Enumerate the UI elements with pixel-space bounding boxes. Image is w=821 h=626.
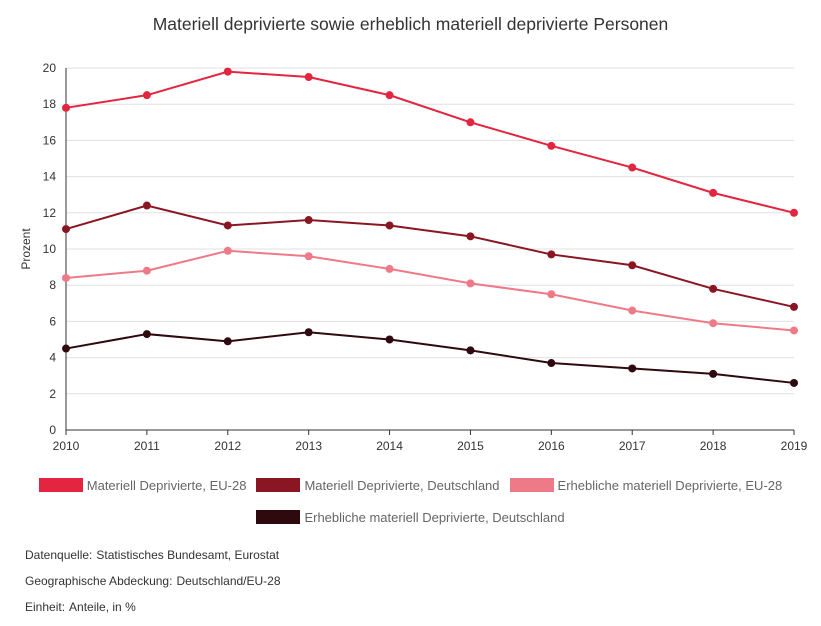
y-tick-label: 6 <box>49 314 56 328</box>
data-point <box>223 246 232 255</box>
line-chart: 0 2 4 6 8 10 12 14 16 18 20 2010 2011 2012 2013 2014 201… <box>19 61 808 453</box>
data-point <box>709 369 718 378</box>
data-point <box>547 290 556 299</box>
footer-notes: Datenquelle: Statistisches Bundesamt, Eur… <box>25 548 281 626</box>
legend-swatch <box>256 478 301 492</box>
legend-swatch <box>38 478 83 492</box>
y-axis-title: Prozent <box>19 228 33 270</box>
x-tick-label: 2018 <box>700 439 727 453</box>
legend-label: Materiell Deprivierte, EU-28 <box>86 477 247 493</box>
data-point <box>385 91 394 100</box>
data-point <box>709 319 718 328</box>
source-note: Datenquelle: Statistisches Bundesamt, Eur… <box>25 548 281 574</box>
source-label: Datenquelle: <box>25 548 93 562</box>
legend-label: Erhebliche materiell Deprivierte, Deutsc… <box>304 509 565 525</box>
legend-label: Materiell Deprivierte, Deutschland <box>304 477 500 493</box>
data-point <box>142 91 151 100</box>
legend-item-eu28-deprived[interactable]: Materiell Deprivierte, EU-28 <box>38 477 247 493</box>
y-tick-label: 18 <box>43 97 57 111</box>
series-line-1 <box>65 204 795 308</box>
y-tick-label: 0 <box>49 423 56 437</box>
legend-item-de-severe[interactable]: Erhebliche materiell Deprivierte, Deutsc… <box>256 509 565 525</box>
data-point <box>709 188 718 197</box>
unit-value: Anteile, in % <box>69 600 136 614</box>
data-point <box>304 252 313 261</box>
y-tick-label: 8 <box>49 278 56 292</box>
data-point <box>385 264 394 273</box>
data-point <box>142 266 151 275</box>
data-point <box>142 330 151 339</box>
data-point <box>466 279 475 288</box>
x-tick-label: 2019 <box>781 439 808 453</box>
legend-item-eu28-severe[interactable]: Erhebliche materiell Deprivierte, EU-28 <box>509 477 783 493</box>
data-point <box>466 232 475 241</box>
legend-item-de-deprived[interactable]: Materiell Deprivierte, Deutschland <box>256 477 500 493</box>
data-point <box>628 306 637 315</box>
data-point <box>790 208 798 217</box>
y-tick-label: 12 <box>43 206 57 220</box>
source-value: Statistisches Bundesamt, Eurostat <box>96 548 280 562</box>
coverage-value: Deutschland/EU-28 <box>176 574 281 588</box>
y-tick-label: 14 <box>43 170 57 184</box>
data-point <box>790 326 798 335</box>
data-point <box>628 261 637 270</box>
legend-row-2: Erhebliche materiell Deprivierte, Deutsc… <box>0 504 821 530</box>
data-point <box>385 335 394 344</box>
y-tick-label: 20 <box>43 61 57 75</box>
legend-label: Erhebliche materiell Deprivierte, EU-28 <box>557 477 783 493</box>
x-tick-label: 2015 <box>457 439 484 453</box>
data-point <box>62 344 70 353</box>
data-point <box>223 221 232 230</box>
coverage-label: Geographische Abdeckung: <box>25 574 173 588</box>
chart-title: Materiell deprivierte sowie erheblich ma… <box>152 14 669 34</box>
unit-label: Einheit: <box>25 600 66 614</box>
data-point <box>62 273 70 282</box>
x-tick-label: 2011 <box>134 439 160 453</box>
data-point <box>466 118 475 127</box>
data-point <box>223 67 232 76</box>
data-point <box>62 225 70 234</box>
x-tick-label: 2012 <box>214 439 241 453</box>
legend-swatch <box>509 478 554 492</box>
series-line-3 <box>65 331 795 384</box>
data-point <box>304 73 313 82</box>
data-point <box>547 141 556 150</box>
series-line-2 <box>65 249 795 332</box>
coverage-note: Geographische Abdeckung: Deutschland/EU-2… <box>25 574 281 600</box>
data-point <box>385 221 394 230</box>
data-point <box>628 163 637 172</box>
x-tick-label: 2017 <box>619 439 646 453</box>
legend: Materiell Deprivierte, EU-28 Materiell D… <box>0 472 821 536</box>
data-point <box>547 250 556 259</box>
data-point <box>304 328 313 337</box>
y-tick-label: 4 <box>49 351 56 365</box>
x-tick-label: 2014 <box>376 439 403 453</box>
y-tick-label: 2 <box>49 387 56 401</box>
data-point <box>223 337 232 346</box>
legend-swatch <box>256 510 301 524</box>
data-point <box>628 364 637 373</box>
legend-row-1: Materiell Deprivierte, EU-28 Materiell D… <box>0 472 821 498</box>
x-tick-label: 2010 <box>53 439 80 453</box>
unit-note: Einheit: Anteile, in % <box>25 600 281 626</box>
x-tick-label: 2016 <box>538 439 565 453</box>
series-line-0 <box>65 70 795 214</box>
y-tick-label: 10 <box>43 242 57 256</box>
y-tick-label: 16 <box>43 133 57 147</box>
data-point <box>466 346 475 355</box>
x-tick-label: 2013 <box>295 439 322 453</box>
data-point <box>142 201 151 210</box>
data-point <box>790 302 798 311</box>
data-point <box>709 284 718 293</box>
data-point <box>547 359 556 368</box>
data-point <box>304 216 313 225</box>
data-point <box>790 378 798 387</box>
data-point <box>62 103 70 112</box>
